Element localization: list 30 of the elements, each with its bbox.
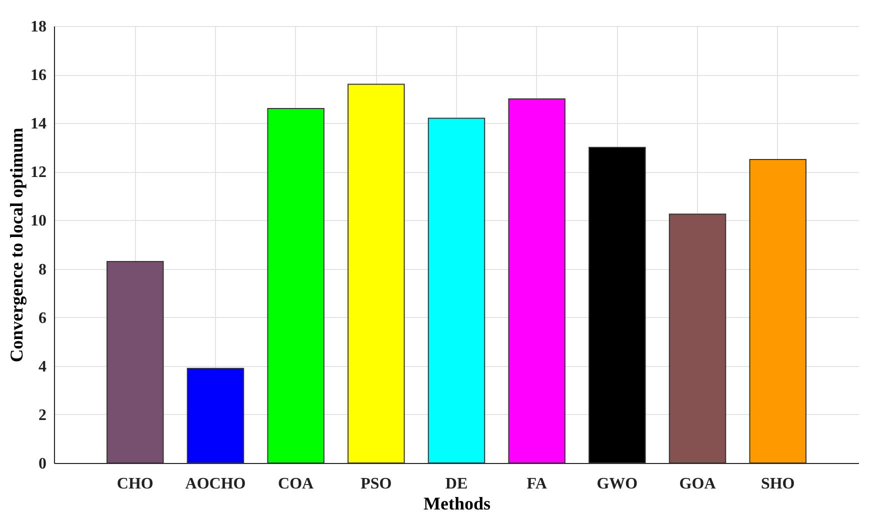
y-tick-label: 16: [30, 67, 46, 84]
y-tick-label: 6: [38, 310, 46, 327]
y-axis-title: Convergence to local optimum: [6, 128, 26, 362]
x-tick-label: SHO: [760, 476, 795, 492]
x-axis-title: Methods: [424, 494, 490, 513]
x-tick-label: DE: [445, 476, 468, 492]
x-tick-label: CHO: [116, 476, 154, 492]
bar: [186, 368, 244, 464]
bar: [749, 159, 806, 464]
y-tick-label: 14: [30, 116, 46, 133]
y-tick-label: 4: [38, 358, 46, 376]
y-tick-label: 12: [30, 164, 46, 182]
bar: [106, 260, 164, 464]
bar: [348, 84, 405, 464]
x-tick-label: PSO: [360, 476, 392, 492]
bar: [588, 146, 646, 464]
x-tick-label: FA: [526, 476, 548, 492]
x-tick-label: GWO: [596, 476, 638, 492]
x-tick-label: GOA: [679, 476, 716, 492]
x-tick-label: AOCHO: [185, 476, 246, 492]
x-tick-label: COA: [278, 476, 314, 492]
y-tick-label: 0: [38, 456, 46, 472]
bar: [267, 108, 324, 464]
y-tick-label: 8: [38, 261, 46, 278]
y-tick-label: 10: [30, 212, 46, 230]
y-tick-label: 18: [30, 18, 46, 36]
bar: [428, 118, 486, 464]
bar: [668, 214, 726, 464]
y-tick-label: 2: [38, 406, 46, 424]
bar: [508, 98, 566, 464]
